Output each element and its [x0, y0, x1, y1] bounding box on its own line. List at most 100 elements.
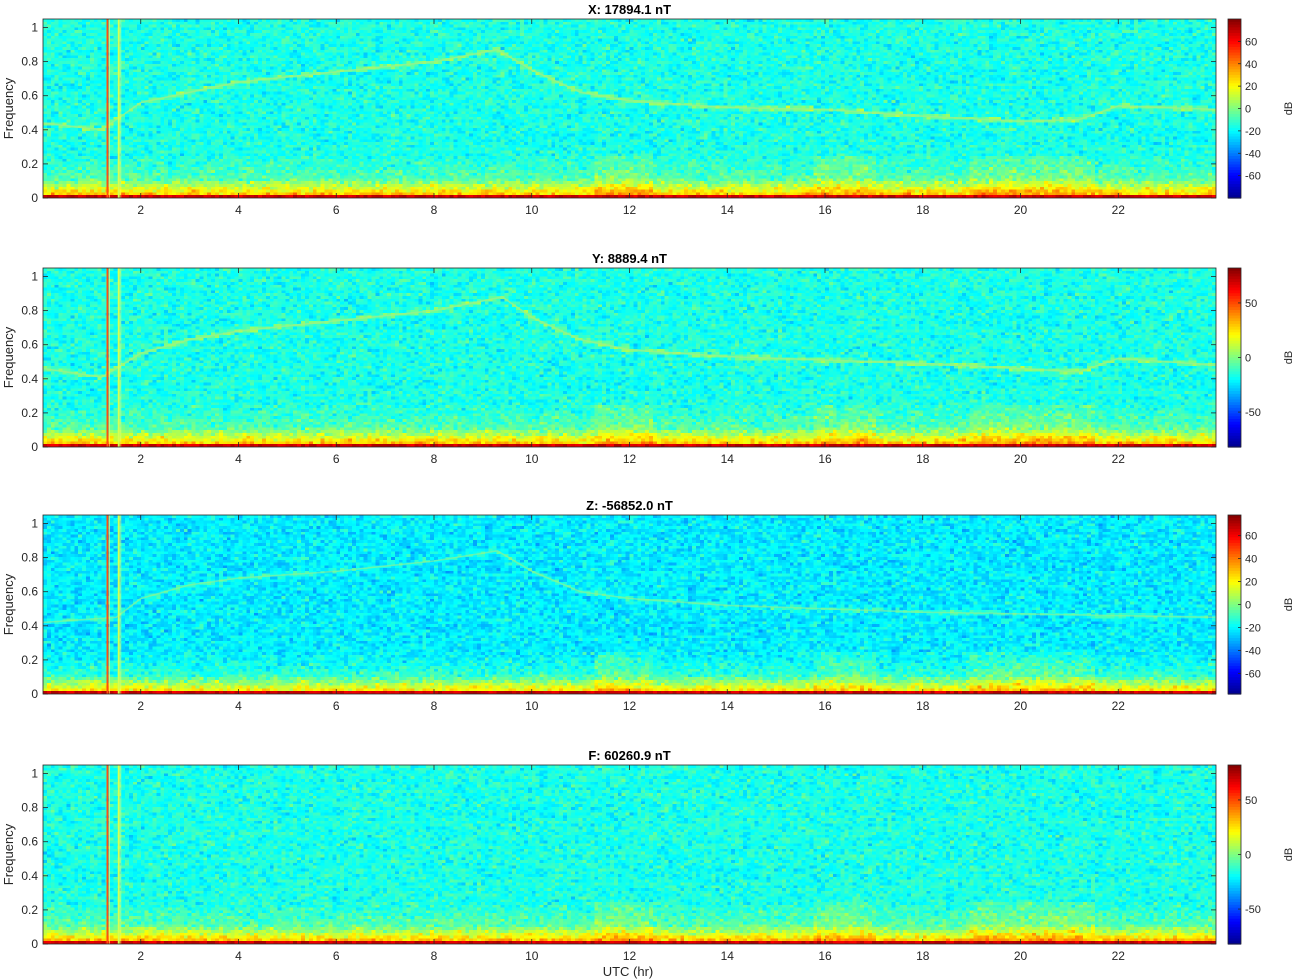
colorbar-segment [1228, 913, 1241, 917]
x-tick-label: 16 [818, 203, 832, 217]
y-tick-label: 0.4 [21, 372, 38, 386]
colorbar-segment [1228, 632, 1241, 636]
colorbar-segment [1228, 520, 1241, 524]
x-tick-label: 12 [623, 949, 637, 963]
colorbar-segment [1228, 615, 1241, 620]
colorbar-segment [1228, 153, 1241, 157]
colorbar-segment [1228, 649, 1241, 653]
colorbar-segment [1228, 32, 1241, 37]
colorbar-segment [1228, 582, 1241, 586]
colorbar-segment [1228, 823, 1241, 828]
colorbar-segment [1228, 804, 1241, 808]
panel-1: 2 4 6 8 10 12 14 16 18 20 22 0 0.2 0.4 0.6 0.8 1 X: 17894… [1, 2, 1295, 217]
panel-title: X: 17894.1 nT [588, 2, 671, 17]
colorbar: -50 0 50 dB [1227, 267, 1295, 448]
x-tick-label: 14 [721, 949, 735, 963]
colorbar-segment [1228, 181, 1241, 185]
colorbar-segment [1228, 125, 1241, 129]
x-tick-label: 4 [235, 203, 242, 217]
colorbar-segment [1228, 298, 1241, 303]
colorbar-segment [1228, 601, 1241, 606]
colorbar-segment [1228, 273, 1241, 277]
colorbar-segment [1228, 441, 1241, 445]
colorbar-segment [1228, 815, 1241, 819]
colorbar-segment [1228, 851, 1241, 856]
colorbar-segment [1228, 517, 1241, 522]
colorbar-segment [1228, 133, 1241, 138]
colorbar-tick-label: 60 [1245, 531, 1257, 543]
panel-3: 2 4 6 8 10 12 14 16 18 20 22 0 0.2 0.4 0.6 0.8 1 Z: -5685… [1, 498, 1295, 713]
colorbar-segment [1228, 357, 1241, 361]
colorbar-segment [1228, 843, 1241, 847]
colorbar-segment [1228, 24, 1241, 28]
colorbar-segment [1228, 576, 1241, 580]
colorbar-segment [1228, 421, 1241, 426]
colorbar-segment [1228, 83, 1241, 87]
colorbar-segment [1228, 332, 1241, 336]
colorbar-segment [1228, 147, 1241, 152]
colorbar-segment [1228, 91, 1241, 96]
colorbar-segment [1228, 663, 1241, 667]
colorbar-tick-label: 20 [1245, 81, 1257, 93]
colorbar-segment [1228, 784, 1241, 788]
colorbar-segment [1228, 326, 1241, 331]
colorbar-segment [1228, 918, 1241, 923]
colorbar-segment [1228, 164, 1241, 168]
x-tick-label: 2 [137, 203, 144, 217]
colorbar-segment [1228, 840, 1241, 844]
colorbar-segment [1228, 321, 1241, 325]
colorbar-segment [1228, 396, 1241, 401]
colorbar-segment [1228, 860, 1241, 864]
colorbar-segment [1228, 935, 1241, 940]
x-tick-label: 6 [333, 452, 340, 466]
colorbar-segment [1228, 865, 1241, 870]
colorbar-segment [1228, 30, 1241, 34]
colorbar-tick-label: -60 [1245, 668, 1261, 680]
colorbar-segment [1228, 391, 1241, 395]
colorbar-segment [1228, 388, 1241, 392]
colorbar-tick-label: 50 [1245, 298, 1257, 310]
y-tick-label: 0 [31, 440, 38, 454]
colorbar-segment [1228, 175, 1241, 180]
colorbar-segment [1228, 834, 1241, 839]
colorbar-segment [1228, 192, 1241, 196]
colorbar-segment [1228, 46, 1241, 51]
colorbar-segment [1228, 638, 1241, 642]
colorbar-tick-label: -20 [1245, 622, 1261, 634]
colorbar-segment [1228, 150, 1241, 154]
colorbar-segment [1228, 427, 1241, 431]
colorbar-segment [1228, 767, 1241, 772]
colorbar-segment [1228, 416, 1241, 420]
colorbar-segment [1228, 556, 1241, 561]
colorbar-segment [1228, 542, 1241, 547]
colorbar-segment [1228, 818, 1241, 822]
colorbar-segment [1228, 688, 1241, 692]
y-tick-label: 0.8 [21, 801, 38, 815]
colorbar-segment [1228, 195, 1241, 199]
colorbar-segment [1228, 270, 1241, 275]
y-tick-label: 1 [31, 517, 38, 531]
colorbar-segment [1228, 368, 1241, 373]
colorbar-segment [1228, 363, 1241, 367]
colorbar-tick-label: -60 [1245, 171, 1261, 183]
colorbar-tick-label: 20 [1245, 577, 1257, 589]
colorbar-segment [1228, 114, 1241, 118]
colorbar-tick-label: -40 [1245, 645, 1261, 657]
colorbar-segment [1228, 377, 1241, 381]
colorbar-segment [1228, 287, 1241, 291]
colorbar-segment [1228, 941, 1241, 945]
x-tick-label: 18 [916, 699, 930, 713]
colorbar-segment [1228, 874, 1241, 878]
colorbar-segment [1228, 385, 1241, 389]
x-tick-label: 2 [137, 452, 144, 466]
colorbar-segment [1228, 584, 1241, 589]
colorbar-segment [1228, 677, 1241, 681]
colorbar-segment [1228, 402, 1241, 406]
x-tick-label: 18 [916, 949, 930, 963]
colorbar-segment [1228, 315, 1241, 319]
x-tick-label: 14 [721, 203, 735, 217]
colorbar-segment [1228, 868, 1241, 872]
colorbar-segment [1228, 346, 1241, 350]
x-tick-label: 14 [721, 699, 735, 713]
colorbar-segment [1228, 876, 1241, 881]
